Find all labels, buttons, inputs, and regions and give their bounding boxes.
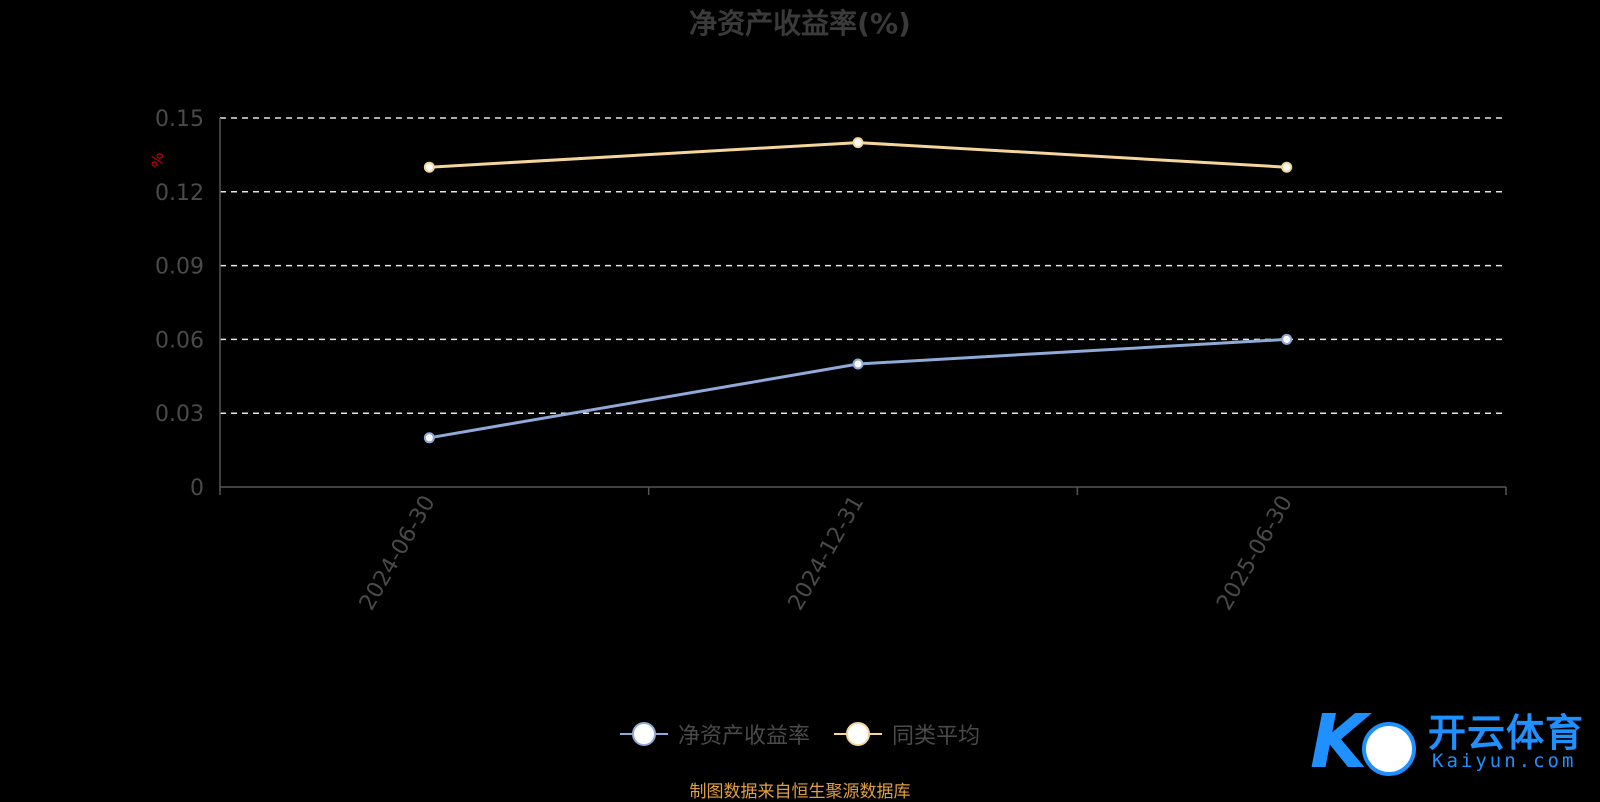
source-note: 制图数据来自恒生聚源数据库 <box>689 782 911 802</box>
data-point <box>852 137 864 149</box>
y-tick-label: 0.03 <box>155 402 204 427</box>
watermark-logo: K 开云体育 Kaiyun.com <box>1310 700 1590 784</box>
y-tick-label: 0 <box>190 476 204 501</box>
logo-name-cn: 开云体育 <box>1428 711 1585 755</box>
legend-label-peer-average: 同类平均 <box>892 724 981 749</box>
line-chart: 0 0.03 0.06 0.09 0.12 0.15% 2024-06-30 2024-12-… <box>148 107 1507 615</box>
data-point <box>423 161 435 173</box>
y-tick-label: 0.06 <box>155 328 204 353</box>
x-tick-label: 2025-06-30 <box>1212 492 1298 615</box>
legend-item-roe[interactable]: 净资产收益率 <box>619 718 810 750</box>
data-point <box>1281 333 1293 345</box>
legend: 净资产收益率 同类平均 <box>0 718 1600 750</box>
data-point <box>852 358 864 370</box>
data-point <box>423 432 435 444</box>
logo-k-mark: K <box>1310 699 1368 785</box>
legend-label-roe: 净资产收益率 <box>677 724 810 749</box>
x-tick-label: 2024-06-30 <box>355 492 441 615</box>
y-tick-label: 0.09 <box>155 255 204 280</box>
legend-swatch-peer-average <box>834 722 882 746</box>
x-tick-label: 2024-12-31 <box>784 492 870 615</box>
soccer-ball-icon <box>1362 722 1416 776</box>
logo-name-en: Kaiyun.com <box>1432 750 1577 772</box>
y-axis-label: % <box>148 152 167 167</box>
y-tick-label: 0.15 <box>155 107 204 132</box>
y-tick-label: 0.12 <box>155 181 204 206</box>
data-point <box>1281 161 1293 173</box>
legend-item-peer-average[interactable]: 同类平均 <box>834 718 980 750</box>
chart-title: 净资产收益率(%) <box>689 7 911 40</box>
series-line <box>429 337 1287 440</box>
legend-swatch-roe <box>619 722 668 746</box>
